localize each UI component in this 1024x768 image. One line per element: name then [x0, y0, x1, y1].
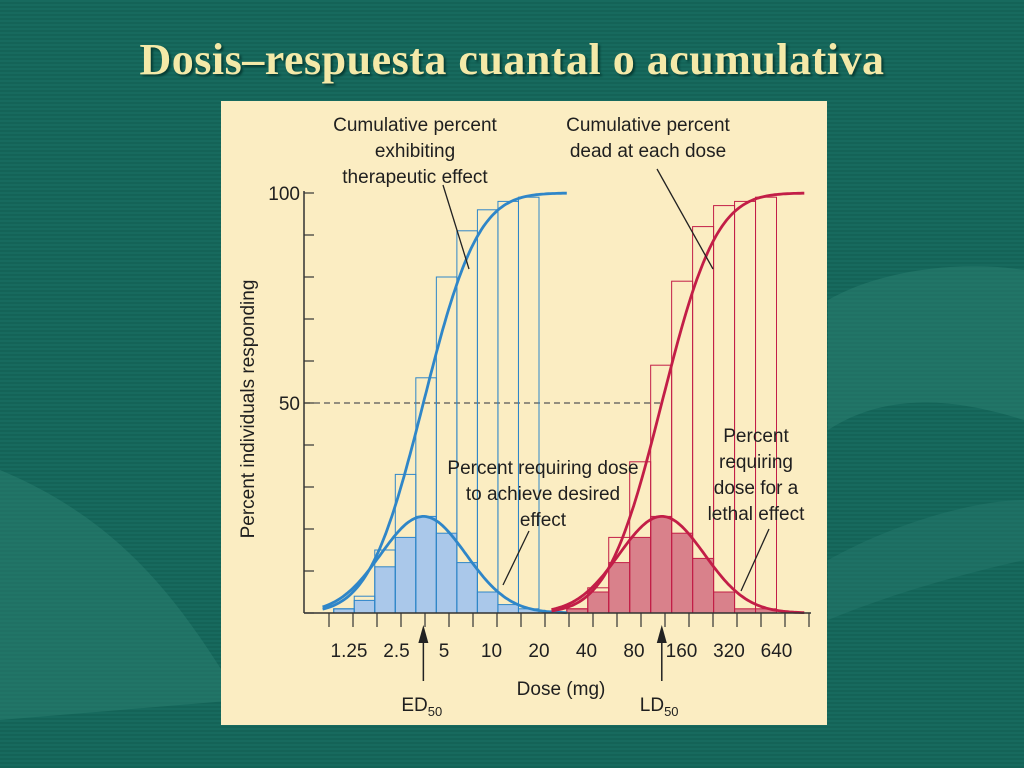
- lethal-histogram-bar: [650, 515, 673, 614]
- x-tick-label: 160: [666, 641, 698, 662]
- therapeutic-histogram-bar: [456, 562, 478, 614]
- therapeutic-cumulative-leader: [442, 184, 470, 270]
- lethal-histogram-annotation: lethal effect: [708, 504, 806, 525]
- x-tick-label: 640: [761, 641, 793, 662]
- therapeutic-histogram-bar: [374, 566, 396, 614]
- lethal-histogram-leader: [740, 528, 770, 592]
- therapeutic-cumulative-annotation: Cumulative percent: [333, 115, 497, 136]
- chart-labels: 50 100 1.25 2.5 5 10 20 40 80 160 320 640 Dose (mg) P…: [238, 115, 805, 719]
- x-tick-label: 10: [481, 641, 502, 662]
- lethal-histogram-bar: [713, 591, 736, 614]
- background-swoosh: [0, 470, 240, 720]
- marker-label: LD50: [640, 695, 679, 719]
- x-tick-label: 20: [528, 641, 549, 662]
- background-swoosh: [828, 266, 1024, 430]
- therapeutic-histogram-annotation: Percent requiring dose: [447, 458, 638, 479]
- x-tick-label: 320: [713, 641, 745, 662]
- x-tick-label: 40: [576, 641, 597, 662]
- lethal-histogram-bar: [671, 532, 694, 614]
- marker-label-subscript: 50: [664, 704, 678, 719]
- marker-arrowhead: [656, 625, 667, 643]
- y-tick-label: 50: [279, 394, 300, 415]
- therapeutic-cumulative-curve: [322, 191, 567, 611]
- therapeutic-histogram-bar: [435, 532, 458, 614]
- marker-label: ED50: [401, 695, 442, 719]
- background-swoosh: [828, 500, 1024, 620]
- therapeutic-histogram-annotation: effect: [520, 510, 567, 531]
- therapeutic-histogram-bar: [353, 599, 376, 614]
- lethal-histogram-bar: [587, 591, 610, 614]
- lethal-distribution-curve: [551, 515, 805, 614]
- dose-response-chart: 50 100 1.25 2.5 5 10 20 40 80 160 320 640 Dose (mg) P…: [238, 115, 811, 719]
- therapeutic-histogram-leader: [502, 530, 530, 586]
- marker-label-main: LD: [640, 695, 664, 716]
- lethal-cumulative-curve: [551, 191, 805, 613]
- lethal-histogram-annotation: dose for a: [714, 478, 799, 499]
- x-tick-label: 1.25: [331, 641, 368, 662]
- therapeutic-cumulative-step: [476, 209, 499, 614]
- cumulative-curves: [322, 191, 805, 615]
- therapeutic-histogram-bar: [476, 591, 499, 614]
- marker-label-main: ED: [401, 695, 427, 716]
- slide-title: Dosis–respuesta cuantal o acumulativa: [139, 35, 885, 84]
- therapeutic-histogram-annotation: to achieve desired: [466, 484, 620, 505]
- therapeutic-histogram-bar: [497, 604, 519, 614]
- lethal-cumulative-annotation: dead at each dose: [570, 141, 726, 162]
- y-tick-label: 100: [268, 184, 300, 205]
- x-tick-label: 80: [623, 641, 644, 662]
- y-axis-title: Percent individuals responding: [238, 280, 259, 539]
- lethal-histogram-bar: [629, 536, 652, 614]
- therapeutic-histogram-bar: [415, 515, 437, 614]
- lethal-histogram-annotation: Percent: [723, 426, 789, 447]
- x-tick-label: 5: [439, 641, 450, 662]
- lethal-cumulative-annotation: Cumulative percent: [566, 115, 730, 136]
- lethal-cumulative-step: [734, 200, 757, 614]
- lethal-cumulative-leader: [656, 168, 714, 270]
- x-tick-label: 2.5: [383, 641, 409, 662]
- therapeutic-cumulative-annotation: exhibiting: [375, 141, 455, 162]
- marker-arrowhead: [418, 625, 429, 643]
- therapeutic-histogram-bar: [394, 536, 417, 614]
- lethal-histogram-bar: [608, 562, 631, 614]
- chart-panel: 50 100 1.25 2.5 5 10 20 40 80 160 320 640 Dose (mg) P…: [221, 101, 827, 725]
- therapeutic-cumulative-step: [497, 200, 519, 614]
- therapeutic-cumulative-step: [517, 196, 540, 614]
- marker-label-subscript: 50: [428, 704, 442, 719]
- lethal-histogram-bar: [692, 557, 715, 614]
- axes: [303, 191, 811, 627]
- lethal-histogram-annotation: requiring: [719, 452, 793, 473]
- therapeutic-cumulative-annotation: therapeutic effect: [342, 167, 488, 188]
- x-axis-title: Dose (mg): [517, 679, 606, 700]
- lethal-cumulative-step: [713, 205, 736, 614]
